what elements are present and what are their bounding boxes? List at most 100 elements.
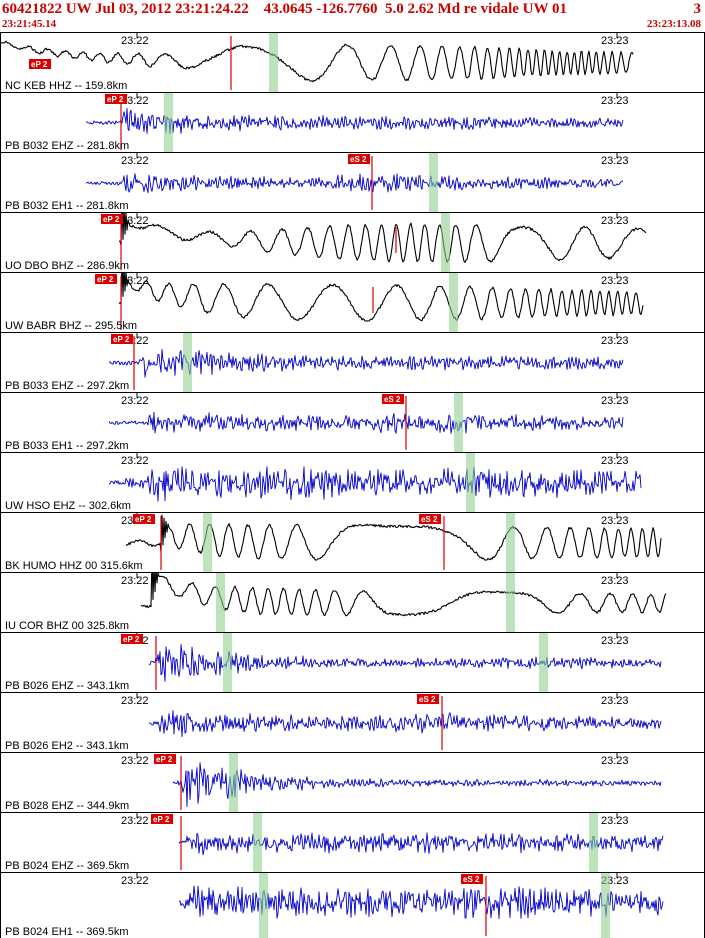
phase-pick-flag-label: eS 2 (350, 155, 367, 164)
time-tick-label: 23:23 (601, 515, 629, 527)
waveform-trace (119, 213, 647, 263)
highlight-band (183, 333, 192, 392)
waveform-trace (1, 40, 634, 83)
time-tick-label: 23:22 (121, 455, 149, 467)
time-tick-label: 23:22 (121, 695, 149, 707)
time-tick-label: 23:23 (601, 275, 629, 287)
highlight-band (441, 213, 450, 272)
time-tick-label: 23:23 (601, 35, 629, 47)
waveform-trace (148, 710, 662, 738)
time-tick-label: 23:22 (121, 395, 149, 407)
phase-pick-flag-label: eP 2 (113, 335, 130, 344)
phase-pick-flag[interactable] (461, 874, 483, 884)
phase-pick-flag-label: eS 2 (421, 515, 438, 524)
trace-panel[interactable]: 23:22 23:23 eP 2 PB B032 EHZ -- 281.8km (1, 92, 704, 152)
phase-pick-flag-label: eP 2 (103, 215, 120, 224)
highlight-band (223, 633, 232, 692)
event-title-row: 60421822 UW Jul 03, 2012 23:21:24.22 43.… (0, 0, 705, 18)
phase-pick-flag[interactable] (417, 694, 439, 704)
phase-pick-flag[interactable] (419, 514, 441, 524)
event-header: 60421822 UW Jul 03, 2012 23:21:24.22 43.… (0, 0, 705, 32)
station-label: PB B024 EHZ -- 369.5km (5, 860, 129, 872)
time-tick-label: 23:23 (601, 635, 629, 647)
trace-panel[interactable]: 23:22 23:23 eS 2 PB B024 EH1 -- 369.5km (1, 872, 704, 938)
time-tick-label: 23:23 (601, 395, 629, 407)
time-tick-label: 23:22 (121, 35, 149, 47)
phase-pick-flag[interactable] (133, 514, 155, 524)
trace-panel[interactable]: 23:22 23:23 eS 2 PB B032 EH1 -- 281.8km (1, 152, 704, 212)
phase-pick-flag-label: eP 2 (156, 755, 173, 764)
trace-panel[interactable]: 23:22 23:23 eS 2 PB B033 EH1 -- 297.2km (1, 392, 704, 452)
time-tick-label: 23:22 (121, 95, 149, 107)
waveform-trace (140, 573, 667, 617)
time-tick-label: 23:22 (121, 575, 149, 587)
highlight-band (259, 873, 268, 938)
highlight-band (539, 633, 548, 692)
phase-pick-flag[interactable] (348, 154, 370, 164)
phase-pick-flag-label: eP 2 (153, 815, 170, 824)
station-label: PB B033 EH1 -- 297.2km (5, 440, 129, 452)
time-tick-label: 23:22 (121, 275, 149, 287)
waveform-trace (86, 107, 624, 134)
time-tick-label: 23:22 (121, 155, 149, 167)
waveform-trace (85, 173, 624, 194)
station-label: PB B024 EH1 -- 369.5km (5, 926, 129, 938)
phase-pick-flag-label: eP 2 (123, 635, 140, 644)
highlight-band (449, 273, 458, 332)
phase-pick-flag[interactable] (101, 214, 123, 224)
phase-pick-flag-label: eP 2 (97, 275, 114, 284)
highlight-band (454, 393, 463, 452)
station-label: PB B032 EH1 -- 281.8km (5, 200, 129, 212)
station-label: UW BABR BHZ -- 295.5km (5, 320, 137, 332)
phase-pick-flag-label: eS 2 (384, 395, 401, 404)
highlight-band (164, 93, 173, 152)
phase-pick-flag[interactable] (95, 274, 117, 284)
station-label: PB B026 EHZ -- 343.1km (5, 680, 129, 692)
trace-panel-stack: 23:22 23:23 eP 2 NC KEB HHZ -- 159.8km 23:22… (0, 32, 705, 938)
phase-pick-flag[interactable] (151, 814, 173, 824)
time-tick-label: 23:23 (601, 755, 629, 767)
phase-pick-flag[interactable] (105, 94, 127, 104)
trace-panel[interactable]: 23:22 23:23 UW HSO EHZ -- 302.6km (1, 452, 704, 512)
phase-pick-flag[interactable] (111, 334, 133, 344)
trace-panel[interactable]: 23:22 23:23 eP 2 PB B028 EHZ -- 344.9km (1, 752, 704, 812)
station-label: IU COR BHZ 00 325.8km (5, 620, 129, 632)
waveform-trace (118, 273, 644, 322)
trace-panel[interactable]: 23:22 23:23 eP 2 UW BABR BHZ -- 295.5km (1, 272, 704, 332)
highlight-band (589, 813, 598, 872)
time-tick-label: 23:23 (601, 215, 629, 227)
station-label: UO DBO BHZ -- 286.9km (5, 260, 129, 272)
station-label: PB B028 EHZ -- 344.9km (5, 800, 129, 812)
trace-panel[interactable]: 23:22 23:23 eP 2 NC KEB HHZ -- 159.8km (1, 33, 704, 92)
trace-panel[interactable]: 23:22 23:23 eS 2 PB B026 EH2 -- 343.1km (1, 692, 704, 752)
station-label: PB B026 EH2 -- 343.1km (5, 740, 129, 752)
highlight-band (216, 573, 225, 632)
phase-pick-flag[interactable] (382, 394, 404, 404)
station-label: PB B033 EHZ -- 297.2km (5, 380, 129, 392)
event-summary-extra: 3 (693, 1, 702, 17)
highlight-band (269, 33, 278, 92)
station-label: BK HUMO HHZ 00 315.6km (5, 560, 143, 572)
window-start-time: 23:21:45.14 (2, 18, 57, 30)
trace-panel[interactable]: 23:22 23:23 IU COR BHZ 00 325.8km (1, 572, 704, 632)
time-tick-label: 23:22 (121, 875, 149, 887)
time-tick-label: 23:22 (121, 755, 149, 767)
time-tick-label: 23:23 (601, 455, 629, 467)
trace-panel[interactable]: 23:22 23:23 eP 2 PB B033 EHZ -- 297.2km (1, 332, 704, 392)
time-tick-label: 23:23 (601, 575, 629, 587)
trace-panel[interactable]: 23:22 23:23 eP 2 PB B024 EHZ -- 369.5km (1, 812, 704, 872)
highlight-band (229, 753, 238, 812)
waveform-trace (108, 348, 624, 378)
highlight-band (506, 513, 515, 572)
phase-pick-flag-label: eS 2 (463, 875, 480, 884)
phase-pick-flag[interactable] (121, 634, 143, 644)
phase-pick-flag[interactable] (29, 59, 51, 69)
phase-pick-flag[interactable] (154, 754, 176, 764)
time-tick-label: 23:23 (601, 335, 629, 347)
highlight-band (429, 153, 438, 212)
phase-pick-flag-label: eP 2 (31, 60, 48, 69)
phase-pick-flag-label: eP 2 (107, 95, 124, 104)
trace-panel[interactable]: 23:22 23:23 eP 2 UO DBO BHZ -- 286.9km (1, 212, 704, 272)
